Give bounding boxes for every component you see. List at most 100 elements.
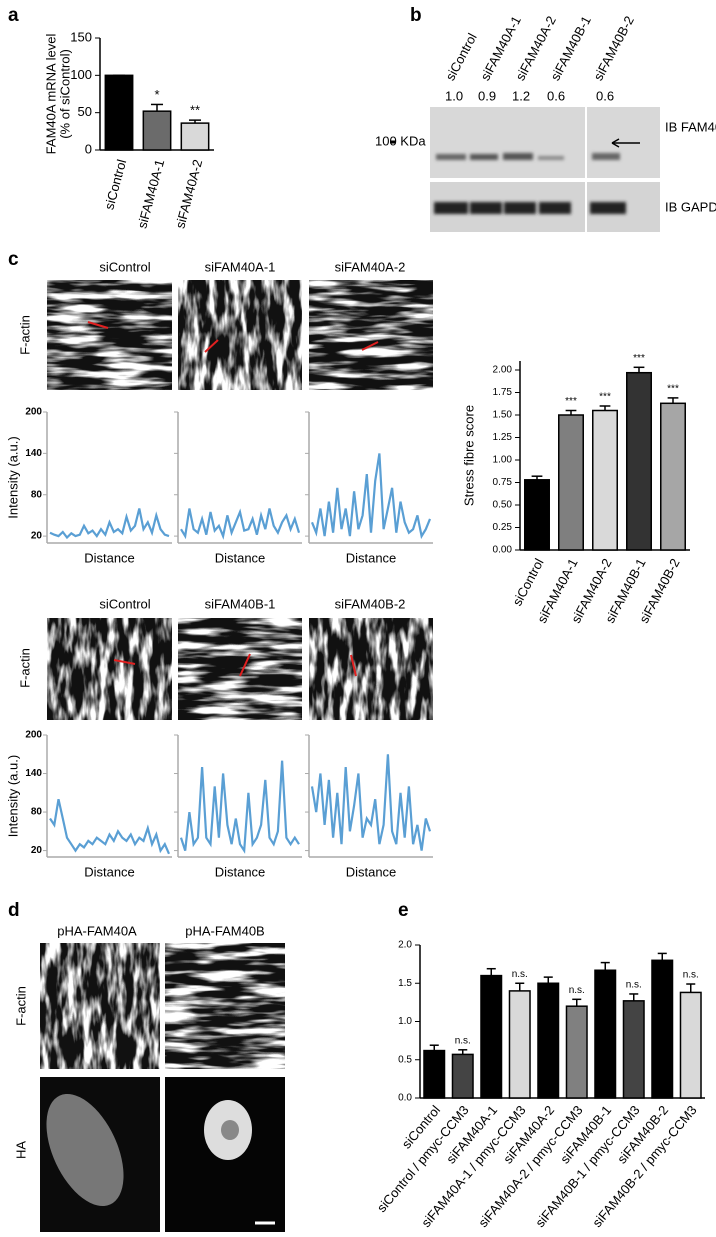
y-tick-label: 0	[85, 141, 92, 156]
y-tick-label: 0.75	[493, 477, 513, 488]
micrograph-texture	[165, 943, 285, 1069]
bar	[558, 414, 584, 551]
profile-line	[361, 341, 379, 351]
x-tick-label: siControl	[509, 556, 546, 608]
panel-letter: b	[410, 5, 422, 26]
bar	[651, 959, 674, 1099]
column-label: pHA-FAM40B	[185, 923, 264, 938]
profile-line	[49, 508, 170, 540]
y-tick-label: 0.0	[398, 1093, 412, 1104]
lane-label: siControl	[442, 31, 479, 83]
micrograph-texture	[47, 618, 172, 720]
nucleus	[221, 1120, 239, 1140]
y-tick-label: 0.00	[493, 545, 513, 556]
y-tick-label: 0.50	[493, 500, 513, 511]
bar	[626, 371, 652, 551]
x-axis-label: Distance	[215, 550, 266, 565]
ratio: 0.6	[547, 88, 565, 103]
significance: n.s.	[455, 1035, 471, 1046]
x-axis-label: Distance	[215, 864, 266, 879]
y-tick-label: 20	[31, 531, 43, 542]
y-tick-label: 1.0	[398, 1016, 412, 1027]
bar	[104, 74, 134, 151]
y-tick-label: 2.0	[398, 940, 412, 951]
significance: ***	[565, 396, 577, 407]
x-tick-label: siFAM40A-2	[172, 158, 205, 230]
y-tick-label: 140	[25, 448, 42, 459]
y-tick-label: 150	[70, 29, 92, 44]
y-axis-label: Stress fibre score	[461, 405, 476, 506]
y-axis-label: (% of siControl)	[57, 49, 72, 139]
column-label: siFAM40B-2	[335, 596, 406, 611]
significance: *	[154, 87, 159, 102]
ratio: 1.2	[512, 88, 530, 103]
micrograph-texture	[178, 618, 302, 720]
column-label: siFAM40A-1	[205, 259, 276, 274]
y-tick-label: 1.5	[398, 978, 412, 989]
bar	[679, 991, 702, 1099]
profile-line	[310, 754, 432, 851]
y-tick-label: 200	[25, 730, 42, 741]
bar	[622, 1000, 645, 1099]
y-tick-label: 100	[70, 67, 92, 82]
lane-label: siFAM40B-2	[590, 13, 636, 83]
x-axis-label: Distance	[346, 550, 397, 565]
row-label: HA	[13, 1141, 28, 1159]
row-label: F-actin	[17, 315, 32, 355]
y-axis-label: Intensity (a.u.)	[5, 436, 20, 518]
bar	[524, 479, 550, 551]
significance: n.s.	[569, 985, 585, 996]
panel-letter: c	[8, 249, 19, 270]
profile-line	[180, 508, 301, 540]
y-tick-label: 0.5	[398, 1054, 412, 1065]
bar	[594, 969, 617, 1099]
cell	[46, 1093, 124, 1207]
ratio: 0.9	[478, 88, 496, 103]
bar	[660, 402, 686, 551]
micrograph-texture	[309, 280, 433, 390]
y-tick-label: 80	[31, 807, 43, 818]
profile-line	[350, 654, 357, 677]
row-label: F-actin	[17, 648, 32, 688]
column-label: siFAM40A-2	[335, 259, 406, 274]
bar	[592, 409, 618, 551]
x-axis-label: Distance	[346, 864, 397, 879]
y-tick-label: 1.00	[493, 455, 513, 466]
profile-line	[310, 453, 432, 540]
y-tick-label: 200	[25, 407, 42, 418]
ratio: 1.0	[445, 88, 463, 103]
significance: ***	[599, 392, 611, 403]
bar	[180, 122, 210, 151]
panel-letter: d	[8, 900, 20, 921]
micrograph-texture	[47, 280, 172, 390]
micrographs	[40, 280, 433, 1232]
y-tick-label: 1.75	[493, 387, 513, 398]
significance: n.s.	[512, 969, 528, 980]
bar	[565, 1005, 588, 1099]
ratio: 0.6	[596, 88, 614, 103]
profile-line	[49, 798, 171, 855]
y-tick-label: 80	[31, 489, 43, 500]
blot-label: IB GAPDH	[665, 199, 716, 214]
significance: ***	[633, 353, 645, 364]
bar	[480, 974, 503, 1099]
significance: n.s.	[626, 980, 642, 991]
western-blot: siControl siFAM40A-1 siFAM40A-2 siFAM40B…	[375, 13, 716, 232]
column-label: pHA-FAM40A	[57, 923, 137, 938]
y-tick-label: 20	[31, 845, 43, 856]
bar	[142, 110, 172, 151]
profile-line	[239, 653, 251, 677]
profile-line	[113, 659, 136, 665]
bar	[451, 1053, 474, 1099]
bar	[508, 990, 531, 1099]
y-tick-label: 1.50	[493, 410, 513, 421]
micrograph-texture	[40, 943, 160, 1069]
profile-line	[204, 339, 219, 353]
y-axis-label: Intensity (a.u.)	[5, 755, 20, 837]
x-axis-label: Distance	[84, 550, 135, 565]
blot-label: IB FAM40B	[665, 119, 716, 134]
y-tick-label: 140	[25, 768, 42, 779]
row-label: F-actin	[13, 986, 28, 1026]
panel-letter: e	[398, 900, 409, 921]
